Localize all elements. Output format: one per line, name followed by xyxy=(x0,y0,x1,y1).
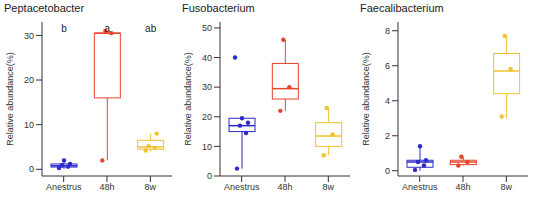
svg-text:Anestrus: Anestrus xyxy=(402,182,438,192)
svg-text:50: 50 xyxy=(202,23,212,33)
svg-text:20: 20 xyxy=(24,75,34,85)
svg-text:8: 8 xyxy=(385,26,390,36)
html-text:Faecalibacterium: Faecalibacterium xyxy=(360,2,444,14)
svg-text:a: a xyxy=(105,23,111,34)
svg-text:6: 6 xyxy=(385,61,390,71)
svg-text:30: 30 xyxy=(24,31,34,41)
svg-text:0: 0 xyxy=(207,171,212,181)
svg-text:8w: 8w xyxy=(145,182,157,192)
svg-text:Relative abundance(%): Relative abundance(%) xyxy=(361,52,371,146)
svg-text:20: 20 xyxy=(202,112,212,122)
svg-text:Anestrus: Anestrus xyxy=(224,182,260,192)
svg-text:30: 30 xyxy=(202,82,212,92)
svg-text:48h: 48h xyxy=(455,182,470,192)
svg-text:ab: ab xyxy=(145,23,157,34)
svg-text:4: 4 xyxy=(385,96,390,106)
html-text:Fusobacterium: Fusobacterium xyxy=(182,2,255,14)
svg-text:40: 40 xyxy=(202,53,212,63)
svg-text:10: 10 xyxy=(202,142,212,152)
svg-text:Anestrus: Anestrus xyxy=(46,182,82,192)
svg-text:8w: 8w xyxy=(501,182,513,192)
svg-text:10: 10 xyxy=(24,120,34,130)
svg-text:48h: 48h xyxy=(277,182,292,192)
svg-text:0: 0 xyxy=(385,166,390,176)
svg-text:Relative abundance(%): Relative abundance(%) xyxy=(183,52,193,146)
svg-text:0: 0 xyxy=(29,164,34,174)
html-text:Peptacetobacter: Peptacetobacter xyxy=(4,2,85,14)
svg-text:b: b xyxy=(61,23,67,34)
svg-text:2: 2 xyxy=(385,131,390,141)
svg-text:8w: 8w xyxy=(323,182,335,192)
svg-text:Relative abundance(%): Relative abundance(%) xyxy=(8,52,15,146)
svg-text:48h: 48h xyxy=(99,182,114,192)
